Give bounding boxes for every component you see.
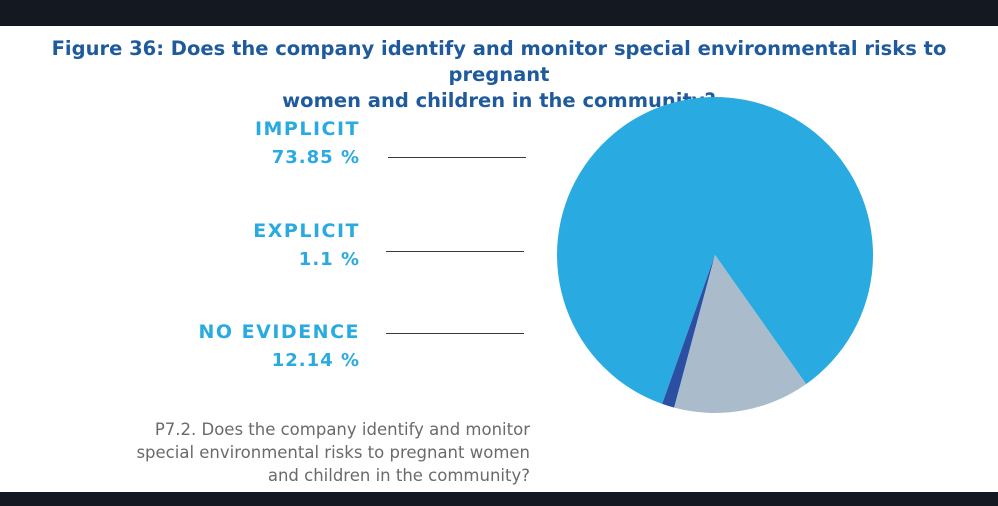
caption-line-3: and children in the community?	[267, 466, 530, 485]
legend-value-explicit: 1.1 %	[298, 249, 360, 270]
leader-line-no-evidence	[386, 333, 524, 334]
pie-slice-implicit	[557, 97, 874, 404]
pie-slice-no-evidence	[674, 255, 807, 413]
chart-title: Figure 36: Does the company identify and…	[0, 36, 998, 114]
legend-value-implicit: 73.85 %	[271, 147, 360, 168]
legend-label-implicit: IMPLICIT	[254, 118, 360, 140]
pie-slice-explicit	[662, 255, 715, 408]
pie-chart	[557, 97, 874, 413]
leader-line-explicit	[386, 251, 524, 252]
legend-label-no-evidence: NO EVIDENCE	[198, 321, 360, 343]
chart-canvas: Figure 36: Does the company identify and…	[0, 26, 998, 492]
chart-title-line-1: Figure 36: Does the company identify and…	[51, 37, 947, 86]
caption-line-1: P7.2. Does the company identify and moni…	[154, 420, 530, 439]
chart-title-line-2: women and children in the community?	[282, 89, 716, 112]
legend-value-no-evidence: 12.14 %	[271, 350, 360, 371]
legend-label-explicit: EXPLICIT	[253, 220, 360, 242]
leader-line-implicit	[388, 157, 526, 158]
chart-caption: P7.2. Does the company identify and moni…	[90, 418, 530, 487]
caption-line-2: special environmental risks to pregnant …	[136, 443, 530, 462]
